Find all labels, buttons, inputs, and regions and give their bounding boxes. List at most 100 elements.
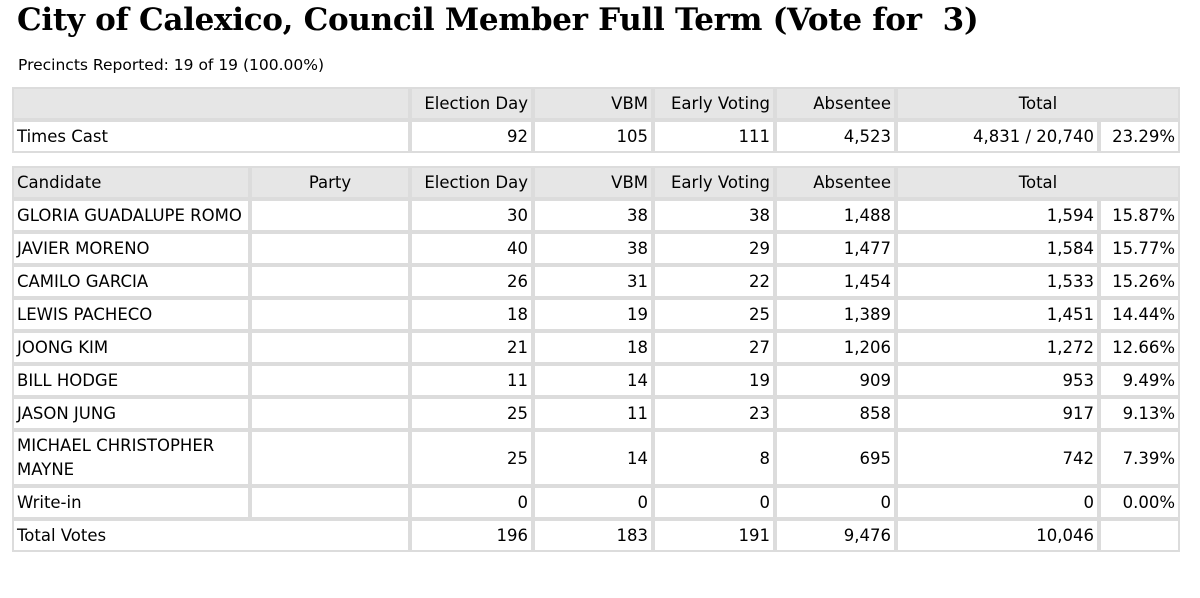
total-value: 1,451 [896,298,1099,331]
absentee-value: 1,454 [775,265,896,298]
absentee-value: 909 [775,364,896,397]
early-voting-value: 27 [653,331,775,364]
election-day-value: 26 [410,265,533,298]
results-table: Candidate Party Election Day VBM Early V… [12,166,1180,552]
total-value: 0 [896,486,1099,519]
header-absentee: Absentee [775,166,896,199]
header-candidate: Candidate [12,166,250,199]
candidate-name: JAVIER MORENO [12,232,250,265]
candidate-party [250,364,410,397]
total-value: 953 [896,364,1099,397]
total-value: 917 [896,397,1099,430]
election-day-value: 40 [410,232,533,265]
total-votes-label: Total Votes [12,519,410,552]
election-day-value: 25 [410,397,533,430]
percent-value: 23.29% [1099,120,1180,153]
vbm-value: 11 [533,397,653,430]
vbm-value: 14 [533,364,653,397]
candidate-row: LEWIS PACHECO 18 19 25 1,389 1,451 14.44… [12,298,1180,331]
vbm-value: 38 [533,232,653,265]
candidate-row: MICHAEL CHRISTOPHER MAYNE 25 14 8 695 74… [12,430,1180,486]
early-voting-value: 111 [653,120,775,153]
header-vbm: VBM [533,87,653,120]
header-early-voting: Early Voting [653,166,775,199]
early-voting-value: 23 [653,397,775,430]
absentee-value: 0 [775,486,896,519]
times-cast-table: Election Day VBM Early Voting Absentee T… [12,87,1180,153]
candidate-name: JOONG KIM [12,331,250,364]
election-day-value: 21 [410,331,533,364]
percent-value: 7.39% [1099,430,1180,486]
vbm-value: 31 [533,265,653,298]
total-value: 4,831 / 20,740 [896,120,1099,153]
candidate-row: GLORIA GUADALUPE ROMO 30 38 38 1,488 1,5… [12,199,1180,232]
candidate-name: Write-in [12,486,250,519]
early-voting-value: 0 [653,486,775,519]
times-cast-label: Times Cast [12,120,410,153]
candidate-party [250,232,410,265]
header-party: Party [250,166,410,199]
header-early-voting: Early Voting [653,87,775,120]
early-voting-value: 191 [653,519,775,552]
total-value: 1,272 [896,331,1099,364]
candidate-name: GLORIA GUADALUPE ROMO [12,199,250,232]
percent-value: 15.26% [1099,265,1180,298]
header-total: Total [896,87,1180,120]
total-votes-row: Total Votes 196 183 191 9,476 10,046 [12,519,1180,552]
header-absentee: Absentee [775,87,896,120]
percent-value: 0.00% [1099,486,1180,519]
absentee-value: 1,389 [775,298,896,331]
candidate-party [250,331,410,364]
percent-value: 9.13% [1099,397,1180,430]
total-value: 10,046 [896,519,1099,552]
candidate-party [250,199,410,232]
early-voting-value: 22 [653,265,775,298]
candidate-party [250,298,410,331]
header-election-day: Election Day [410,87,533,120]
vbm-value: 19 [533,298,653,331]
absentee-value: 4,523 [775,120,896,153]
candidate-name: BILL HODGE [12,364,250,397]
election-day-value: 0 [410,486,533,519]
early-voting-value: 8 [653,430,775,486]
total-value: 1,584 [896,232,1099,265]
absentee-value: 858 [775,397,896,430]
election-day-value: 196 [410,519,533,552]
header-vbm: VBM [533,166,653,199]
total-value: 1,594 [896,199,1099,232]
candidate-name: LEWIS PACHECO [12,298,250,331]
empty-cell [1099,519,1180,552]
vbm-value: 38 [533,199,653,232]
election-day-value: 92 [410,120,533,153]
percent-value: 12.66% [1099,331,1180,364]
percent-value: 15.77% [1099,232,1180,265]
times-cast-row: Times Cast 92 105 111 4,523 4,831 / 20,7… [12,120,1180,153]
early-voting-value: 38 [653,199,775,232]
percent-value: 15.87% [1099,199,1180,232]
candidate-row: JOONG KIM 21 18 27 1,206 1,272 12.66% [12,331,1180,364]
candidate-name: JASON JUNG [12,397,250,430]
absentee-value: 1,206 [775,331,896,364]
candidate-row: JAVIER MORENO 40 38 29 1,477 1,584 15.77… [12,232,1180,265]
vbm-value: 14 [533,430,653,486]
total-value: 1,533 [896,265,1099,298]
candidate-party [250,486,410,519]
results-header-row: Candidate Party Election Day VBM Early V… [12,166,1180,199]
candidate-name: CAMILO GARCIA [12,265,250,298]
absentee-value: 9,476 [775,519,896,552]
vbm-value: 183 [533,519,653,552]
percent-value: 9.49% [1099,364,1180,397]
page-title: City of Calexico, Council Member Full Te… [17,2,979,38]
candidate-name: MICHAEL CHRISTOPHER MAYNE [12,430,250,486]
absentee-value: 1,488 [775,199,896,232]
candidate-party [250,397,410,430]
vbm-value: 18 [533,331,653,364]
total-value: 742 [896,430,1099,486]
vbm-value: 105 [533,120,653,153]
election-day-value: 25 [410,430,533,486]
early-voting-value: 25 [653,298,775,331]
times-cast-header-row: Election Day VBM Early Voting Absentee T… [12,87,1180,120]
election-day-value: 30 [410,199,533,232]
absentee-value: 1,477 [775,232,896,265]
absentee-value: 695 [775,430,896,486]
